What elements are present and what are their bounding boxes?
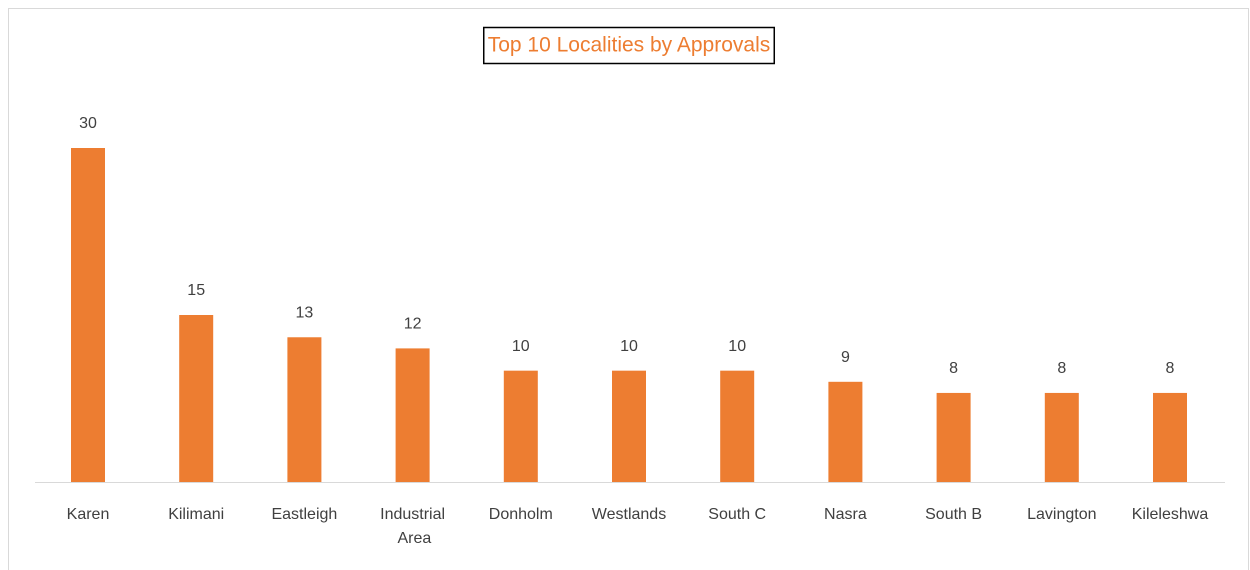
data-label: 8 — [1166, 360, 1175, 377]
bar — [1153, 392, 1187, 482]
x-tick-label: Westlands — [592, 506, 666, 523]
bar — [936, 392, 971, 482]
data-label: 12 — [404, 316, 422, 333]
title-box — [482, 26, 776, 65]
bar — [1044, 392, 1079, 482]
x-tick-label: South C — [708, 506, 766, 523]
x-tick-label: Industrial Area — [380, 506, 445, 547]
x-tick-label: Donholm — [489, 506, 553, 523]
x-tick-label: South B — [925, 506, 982, 523]
data-label: 30 — [79, 115, 97, 132]
data-label: 10 — [512, 338, 530, 355]
bar — [612, 370, 646, 482]
bar — [720, 370, 755, 482]
bar — [287, 337, 322, 482]
x-tick-label: Kilimani — [168, 506, 224, 523]
data-label: 10 — [620, 338, 638, 355]
bar — [179, 315, 214, 482]
bar — [503, 370, 538, 482]
data-label: 13 — [296, 304, 314, 321]
data-label: 9 — [841, 349, 850, 366]
data-label: 10 — [728, 338, 746, 355]
bar — [395, 348, 430, 482]
x-tick-label: Kileleshwa — [1132, 506, 1209, 523]
x-tick-label: Nasra — [824, 506, 867, 523]
bar — [828, 381, 863, 482]
data-label: 8 — [949, 360, 958, 377]
chart-title: Top 10 Localities by Approvals — [488, 34, 771, 57]
x-tick-label: Eastleigh — [271, 506, 337, 523]
data-label: 8 — [1057, 360, 1066, 377]
x-tick-label: Karen — [67, 506, 110, 523]
x-tick-label: Lavington — [1027, 506, 1096, 523]
data-label: 15 — [187, 282, 205, 299]
bar — [71, 148, 105, 482]
